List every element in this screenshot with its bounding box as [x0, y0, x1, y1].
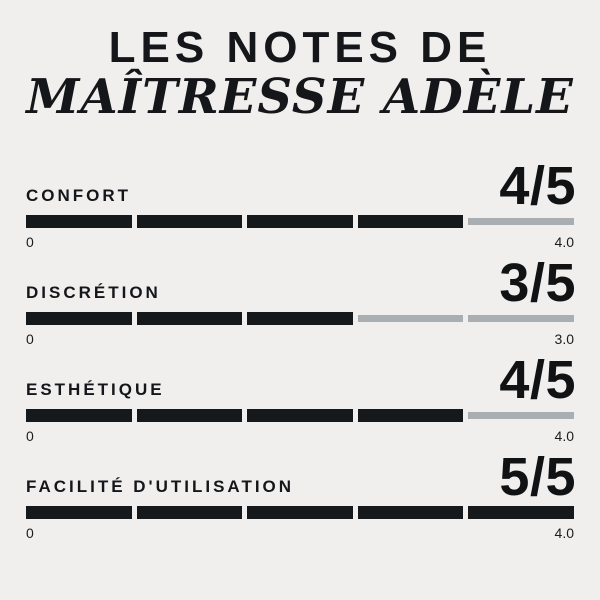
- rating-score: 4/5: [499, 350, 576, 410]
- bar-segment-filled: [136, 312, 243, 325]
- bar-segment-filled: [357, 409, 464, 422]
- axis-max-label: 4.0: [554, 428, 574, 444]
- rating-axis: 0 3.0: [26, 331, 574, 347]
- bar-segment-filled: [247, 409, 353, 422]
- axis-min-label: 0: [26, 234, 34, 250]
- bar-segment-filled: [26, 312, 132, 325]
- axis-min-label: 0: [26, 331, 34, 347]
- bar-segment-filled: [468, 506, 574, 519]
- bar-segment-filled: [357, 215, 464, 228]
- bar-segment-filled: [136, 215, 243, 228]
- bar-segment-filled: [357, 506, 464, 519]
- bar-segment-filled: [26, 409, 132, 422]
- bar-segment-empty: [357, 315, 464, 322]
- rating-score: 5/5: [499, 447, 576, 507]
- rating-label: DISCRÉTION: [26, 283, 161, 302]
- rating-bar: [26, 409, 574, 422]
- bar-segment-filled: [136, 506, 243, 519]
- title-line-2: MAÎTRESSE ADÈLE: [26, 69, 574, 125]
- rating-row: FACILITÉ D'UTILISATION 5/5 0 4.0: [26, 450, 576, 554]
- bar-segment-filled: [247, 506, 353, 519]
- rating-axis: 0 4.0: [26, 234, 574, 250]
- rating-axis: 0 4.0: [26, 428, 574, 444]
- ratings-chart: CONFORT 4/5 0 4.0 DISCRÉTION 3/5 0 3.0 E…: [26, 159, 576, 554]
- rating-score: 3/5: [499, 253, 576, 313]
- rating-bar: [26, 506, 574, 519]
- bar-segment-filled: [26, 215, 132, 228]
- rating-label: ESTHÉTIQUE: [26, 380, 165, 399]
- rating-row: DISCRÉTION 3/5 0 3.0: [26, 256, 576, 360]
- bar-segment-filled: [26, 506, 132, 519]
- rating-bar: [26, 312, 574, 325]
- rating-score: 4/5: [499, 156, 576, 216]
- rating-bar: [26, 215, 574, 228]
- axis-max-label: 4.0: [554, 234, 574, 250]
- rating-label: CONFORT: [26, 186, 132, 205]
- rating-row: ESTHÉTIQUE 4/5 0 4.0: [26, 353, 576, 457]
- axis-max-label: 3.0: [554, 331, 574, 347]
- axis-min-label: 0: [26, 525, 34, 541]
- rating-label: FACILITÉ D'UTILISATION: [26, 477, 295, 496]
- bar-segment-filled: [247, 312, 353, 325]
- rating-axis: 0 4.0: [26, 525, 574, 541]
- bar-segment-filled: [136, 409, 243, 422]
- axis-max-label: 4.0: [554, 525, 574, 541]
- bar-segment-filled: [247, 215, 353, 228]
- title-line-1: LES NOTES DE: [108, 23, 492, 72]
- axis-min-label: 0: [26, 428, 34, 444]
- rating-row: CONFORT 4/5 0 4.0: [26, 159, 576, 263]
- bar-segment-empty: [468, 315, 574, 322]
- bar-segment-empty: [468, 218, 574, 225]
- bar-segment-empty: [468, 412, 574, 419]
